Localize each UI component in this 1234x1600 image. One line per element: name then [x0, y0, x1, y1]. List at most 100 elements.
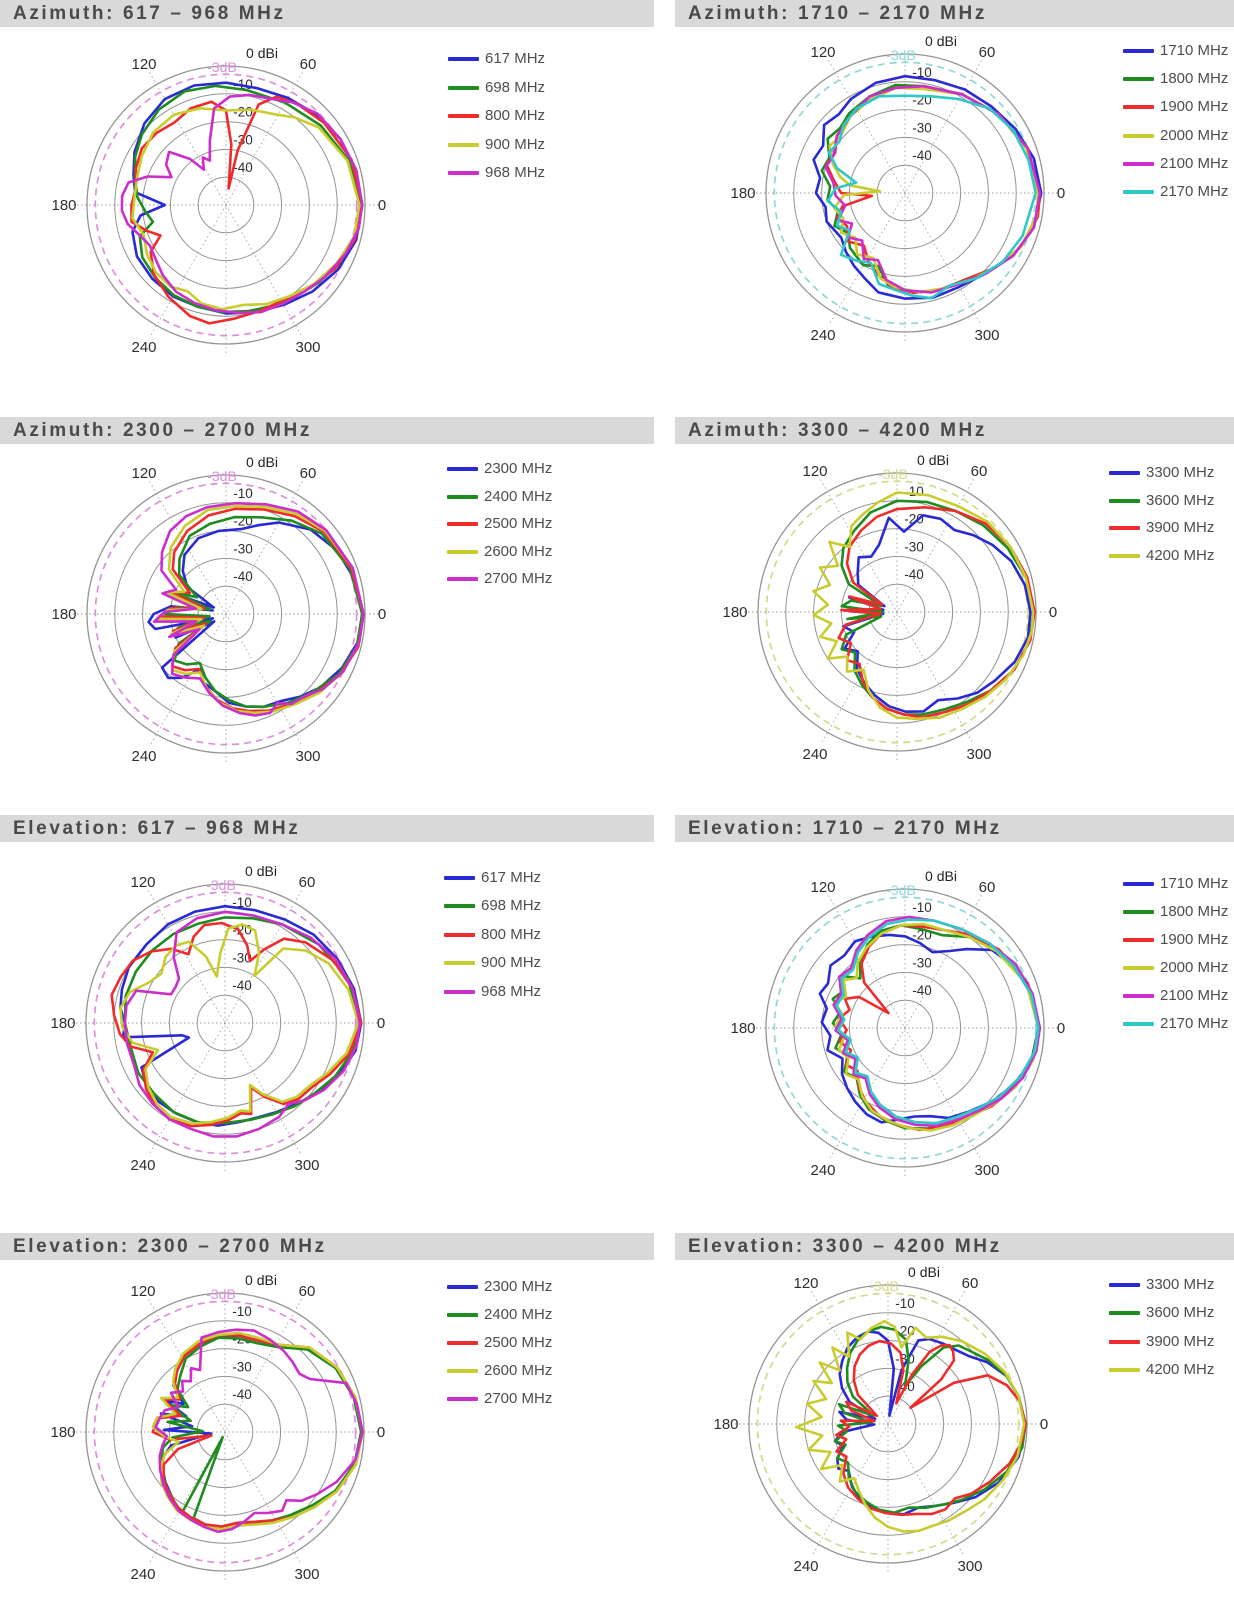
ref-circle-3db: [94, 482, 358, 746]
legend-label: 800 MHz: [481, 925, 542, 943]
radial-label--30: -30: [904, 539, 924, 554]
legend-label: 3900 MHz: [1146, 1332, 1215, 1350]
legend-swatch-icon: [1109, 1339, 1140, 1344]
series-curve-3900-MHz: [837, 506, 1036, 719]
series-curve-2170-MHz: [826, 94, 1037, 300]
angle-label-0: 0: [1040, 1416, 1048, 1433]
legend-swatch-icon: [1123, 910, 1154, 914]
radial-axis-label: 0 dBi: [908, 1264, 940, 1280]
legend-label: 3900 MHz: [1146, 519, 1215, 536]
legend-swatch-icon: [447, 494, 478, 499]
angle-label-0: 0: [1049, 604, 1057, 621]
radial-label--40: -40: [233, 160, 253, 175]
radial-label--30: -30: [912, 955, 932, 970]
legend-label: 2600 MHz: [484, 542, 553, 560]
section-title-azimuth-617-968: Azimuth: 617 – 968 MHz: [0, 0, 654, 27]
section-title-elevation-2300-2700: Elevation: 2300 – 2700 MHz: [0, 1233, 654, 1260]
legend-label: 800 MHz: [485, 107, 546, 124]
legend-swatch-icon: [1109, 553, 1140, 558]
legend-swatch-icon: [1109, 471, 1140, 475]
angle-label-300: 300: [294, 1566, 319, 1583]
radial-axis-label: 0 dBi: [917, 452, 949, 468]
series-curve-2600-MHz: [151, 1331, 364, 1531]
radial-label--40: -40: [232, 978, 252, 993]
legend-swatch-icon: [1123, 77, 1154, 82]
legend-label: 2300 MHz: [484, 1278, 553, 1295]
angle-label-180: 180: [730, 1020, 755, 1037]
ref-circle-3db: [93, 891, 357, 1155]
legend-swatch-icon: [448, 114, 479, 118]
legend-swatch-icon: [447, 1369, 478, 1373]
legend-label: 3600 MHz: [1146, 491, 1215, 509]
legend-label: 1710 MHz: [1160, 42, 1229, 59]
ref-circle-label: -3dB: [869, 1278, 899, 1294]
radial-axis-label: 0 dBi: [925, 33, 957, 49]
radial-label--30: -30: [233, 541, 253, 556]
legend-swatch-icon: [448, 171, 479, 175]
legend-label: 1900 MHz: [1160, 98, 1229, 116]
legend-swatch-icon: [447, 577, 478, 582]
angle-label-120: 120: [130, 1283, 155, 1300]
legend-swatch-icon: [444, 932, 475, 937]
legend-swatch-icon: [1123, 1022, 1154, 1026]
section-title-azimuth-2300-2700: Azimuth: 2300 – 2700 MHz: [0, 417, 654, 444]
angle-label-300: 300: [294, 1157, 319, 1174]
legend-label: 2700 MHz: [484, 1390, 553, 1407]
legend-swatch-icon: [1109, 1367, 1140, 1372]
radial-label--10: -10: [904, 484, 924, 499]
legend-label: 968 MHz: [481, 982, 542, 1000]
angle-label-0: 0: [378, 197, 386, 214]
angle-label-240: 240: [130, 1157, 155, 1174]
angle-label-180: 180: [730, 185, 755, 202]
series-curve-2700-MHz: [154, 1328, 364, 1534]
angle-label-120: 120: [810, 879, 835, 896]
section-title-elevation-1710-2170: Elevation: 1710 – 2170 MHz: [675, 815, 1234, 842]
legend-swatch-icon: [1123, 966, 1154, 970]
ref-circle-label: -3dB: [206, 1286, 236, 1302]
angle-label-60: 60: [299, 1283, 316, 1300]
legend-swatch-icon: [1123, 190, 1154, 194]
legend-swatch-icon: [1123, 49, 1154, 53]
legend-label: 2400 MHz: [484, 487, 553, 505]
legend-swatch-icon: [447, 467, 478, 471]
legend-label: 900 MHz: [485, 135, 546, 153]
legend-swatch-icon: [448, 142, 479, 147]
legend-swatch-icon: [448, 85, 479, 90]
radial-label--30: -30: [232, 1359, 252, 1374]
section-title-azimuth-3300-4200: Azimuth: 3300 – 4200 MHz: [675, 417, 1234, 444]
legend-label: 1900 MHz: [1160, 931, 1229, 948]
legend-label: 1710 MHz: [1160, 875, 1229, 892]
legend-label: 617 MHz: [485, 50, 546, 67]
angle-label-240: 240: [131, 339, 156, 356]
series-curve-3600-MHz: [833, 1325, 1027, 1514]
legend-swatch-icon: [1109, 1283, 1140, 1287]
radial-label--40: -40: [904, 567, 924, 582]
legend-swatch-icon: [447, 1397, 478, 1401]
angle-label-0: 0: [377, 1424, 385, 1441]
legend-swatch-icon: [1109, 526, 1140, 530]
angle-label-240: 240: [802, 746, 827, 763]
legend-label: 2100 MHz: [1160, 154, 1229, 172]
grid-spoke-120: [148, 1299, 302, 1565]
series-curve-617-MHz: [119, 904, 363, 1127]
section-title-elevation-617-968: Elevation: 617 – 968 MHz: [0, 815, 654, 842]
angle-label-120: 120: [810, 44, 835, 61]
angle-label-240: 240: [793, 1558, 818, 1575]
radial-label--40: -40: [912, 983, 932, 998]
legend-swatch-icon: [444, 989, 475, 994]
polar-chart-3: 0 60 120 180 240 300 -10 -20 -30 -40 0 dBi -3dB: [722, 452, 1057, 763]
radial-label--10: -10: [895, 1296, 915, 1311]
ref-circle-label: -3dB: [878, 466, 908, 482]
legend-label: 900 MHz: [481, 954, 542, 972]
radial-label--10: -10: [232, 1304, 252, 1319]
angle-label-60: 60: [300, 465, 317, 482]
angle-label-180: 180: [713, 1416, 738, 1433]
legend-swatch-icon: [448, 57, 479, 61]
angle-label-0: 0: [1057, 185, 1065, 202]
radial-label--30: -30: [232, 950, 252, 965]
angle-label-300: 300: [295, 339, 320, 356]
angle-label-60: 60: [962, 1275, 979, 1292]
